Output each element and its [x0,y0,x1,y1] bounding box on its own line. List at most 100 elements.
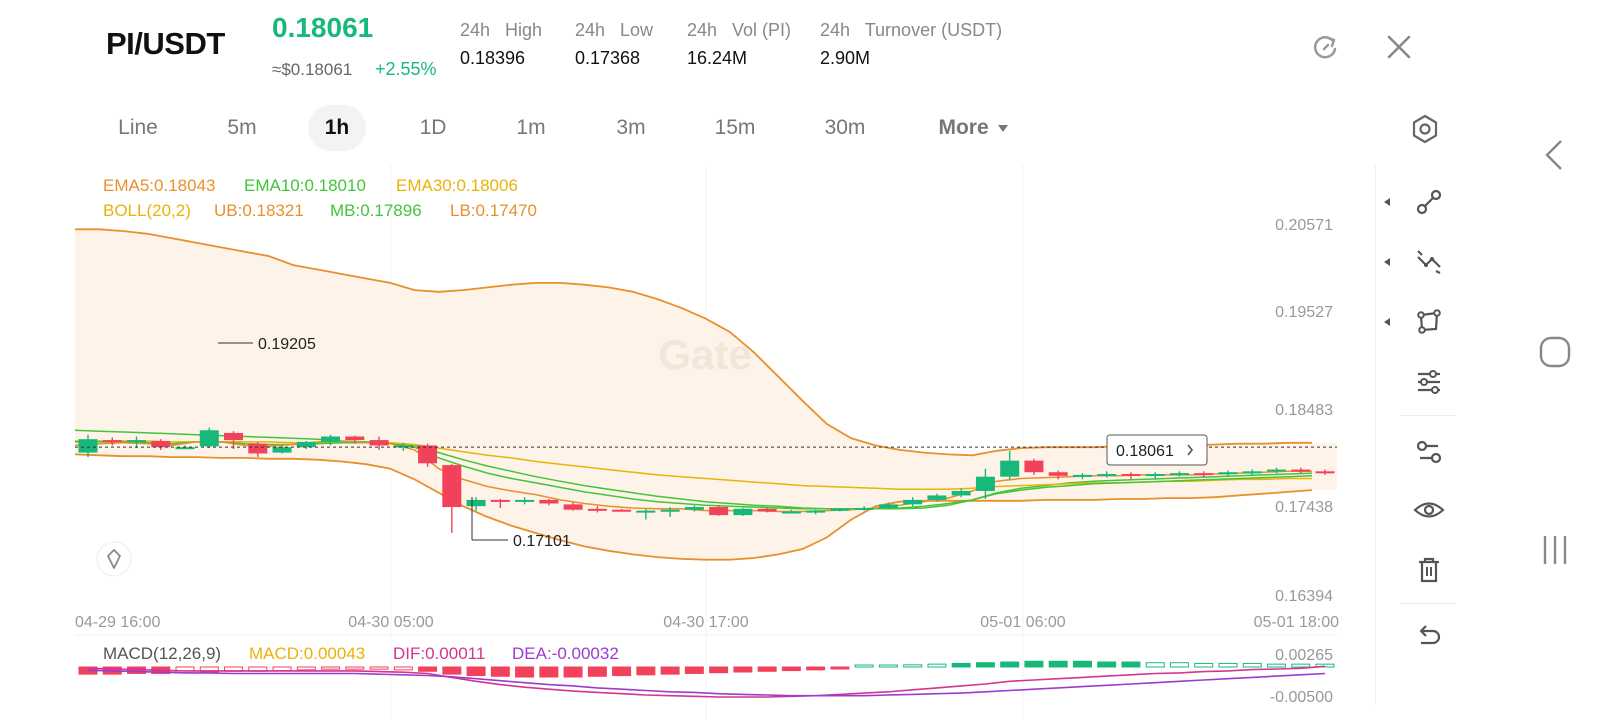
caret-down-icon [997,124,1008,132]
macd-bar-negative [563,666,583,678]
macd-bar-negative [733,666,753,673]
expand-arrow-icon[interactable] [1384,198,1390,206]
tab-15m[interactable]: 15m [714,116,756,139]
tab-30m[interactable]: 30m [824,116,866,139]
x-tick-label: 04-30 17:00 [663,614,749,631]
candle-up [951,490,971,496]
candle-up [1097,474,1117,477]
candle-up [927,495,947,500]
drawing-toolbar [1375,165,1476,705]
macd-bar-positive [1266,663,1286,668]
candle-up [830,508,850,511]
expand-arrow-icon[interactable] [1384,318,1390,326]
candle-down [1121,474,1141,477]
x-tick-label: 05-01 18:00 [1254,614,1340,631]
last-price-tag[interactable]: 0.18061 [1106,434,1208,466]
tab-more[interactable]: More [921,105,1025,151]
candle-up [175,447,195,450]
close-icon[interactable] [1382,30,1416,64]
macd-bar-negative [757,666,777,672]
macd-dea-line [87,669,1326,697]
candle-up [1218,472,1238,475]
undo-icon[interactable] [1412,621,1446,655]
recents-icon[interactable] [1535,530,1575,570]
candle-down [369,440,389,446]
delete-icon[interactable] [1412,553,1446,587]
chart-mode-icon[interactable] [96,541,132,577]
candle-down [102,440,122,443]
stat-turnover-value: 2.90M [820,48,871,68]
macd-bar-negative [175,666,195,674]
interval-tabs: Line 5m 1h 1D 1m 3m 15m 30m More [95,105,1475,153]
toolbar-divider [1400,603,1456,604]
boll-mb-label: MB:0.17896 [330,201,422,220]
candle-up [660,509,680,512]
macd-bar-negative [781,666,801,672]
crossline-icon[interactable] [1412,245,1446,279]
trend-line-icon[interactable] [1412,185,1446,219]
macd-y-tick-label: 0.00265 [1275,647,1333,664]
candle-down [563,504,583,510]
settings-icon[interactable] [1408,112,1442,146]
candle-down [151,440,171,448]
macd-bar-negative [709,666,729,674]
high-annotation: 0.19205 [218,336,316,353]
shape-icon[interactable] [1412,305,1446,339]
candle-down [224,432,244,441]
macd-bar-negative [393,666,413,671]
macd-bar-negative [466,666,486,677]
macd-value-label: MACD:0.00043 [249,644,365,663]
x-tick-label: 04-29 16:00 [75,614,161,631]
chart-svg[interactable]: Gate EMA5:0.18043 EMA10:0.18010 EMA30:0.… [74,165,1375,720]
tab-line[interactable]: Line [118,116,158,139]
tab-1m[interactable]: 1m [516,116,546,139]
last-price-tag-label: 0.18061 [1116,443,1174,460]
stat-volume: 24h Vol (PI) 16.24M [687,20,791,69]
candle-down [345,436,365,441]
tab-1h[interactable]: 1h [308,105,366,151]
candle-up [854,507,874,510]
macd-bar-positive [1291,663,1311,668]
watermark: Gate [658,331,751,378]
parameters-icon[interactable] [1412,365,1446,399]
macd-bar-negative [490,666,510,677]
candle-up [1242,471,1262,474]
expand-arrow-icon[interactable] [1384,258,1390,266]
chart-area[interactable]: Gate EMA5:0.18043 EMA10:0.18010 EMA30:0.… [74,165,1375,720]
trading-pair[interactable]: PI/USDT [106,26,225,61]
visibility-icon[interactable] [1412,493,1446,527]
candle-down [1194,473,1214,476]
candle-up [684,507,704,510]
candle-up [1072,474,1092,477]
macd-bar-positive [1024,660,1044,668]
candle-down [757,508,777,512]
candle-up [975,476,995,491]
candle-down [248,443,268,454]
boll-ub-label: UB:0.18321 [214,201,304,220]
low-annotation: 0.17101 [471,497,571,550]
candle-down [1315,471,1335,474]
high-price-label: 0.19205 [258,336,316,353]
boll-lb-label: LB:0.17470 [450,201,537,220]
macd-bar-positive [1097,661,1117,668]
stat-turnover: 24h Turnover (USDT) 2.90M [820,20,1002,69]
macd-bar-negative [806,666,826,671]
bollinger-middle-line [74,429,1313,510]
header: PI/USDT 0.18061 ≈$0.18061 +2.55% 24h Hig… [0,0,1490,95]
tab-1d[interactable]: 1D [419,116,447,139]
macd-bar-negative [660,666,680,675]
ema10-line [75,441,1313,510]
home-icon[interactable] [1535,332,1575,372]
strategy-icon[interactable] [1412,435,1446,469]
tab-3m[interactable]: 3m [616,116,646,139]
candle-down [442,465,462,508]
stat-high-value: 0.18396 [460,48,526,68]
boll-label: BOLL(20,2) [103,201,191,220]
macd-bar-negative [321,666,341,670]
stat-volume-label: 24h Vol (PI) [687,20,792,40]
candle-down [418,445,438,464]
back-icon[interactable] [1535,135,1575,175]
refresh-icon[interactable] [1308,30,1342,64]
candle-up [393,445,413,448]
tab-5m[interactable]: 5m [227,116,257,139]
